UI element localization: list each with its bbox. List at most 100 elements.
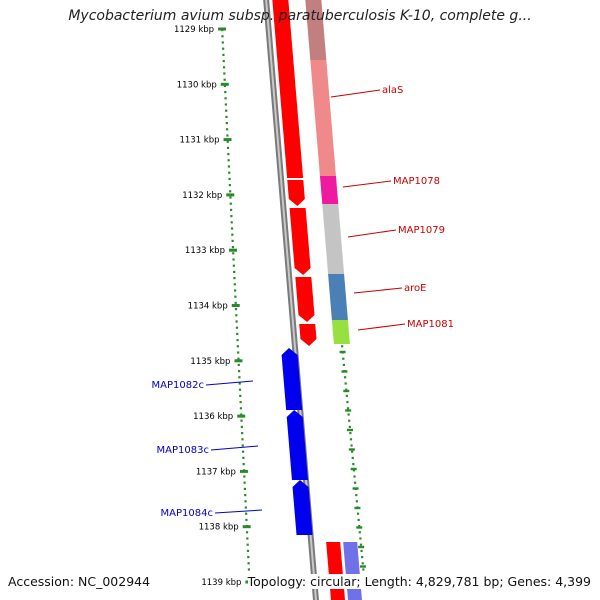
cog-block-upper[interactable] bbox=[305, 0, 327, 60]
cds-forward-alas[interactable] bbox=[272, 0, 304, 178]
ruler-dot bbox=[231, 239, 234, 242]
ruler-dot bbox=[352, 463, 355, 466]
ruler-dot bbox=[221, 41, 224, 44]
ruler-dot bbox=[242, 456, 245, 459]
gene-label-map1083c[interactable]: MAP1083c bbox=[157, 445, 209, 456]
ruler-dot bbox=[345, 394, 348, 397]
gene-label-map1079[interactable]: MAP1079 bbox=[398, 225, 445, 236]
gene-labels: alaS MAP1078 MAP1079 aroE MAP1081 MAP1082c MAP… bbox=[152, 85, 454, 519]
ruler-dot bbox=[222, 53, 225, 56]
ruler-dot bbox=[241, 432, 244, 435]
ruler-dot bbox=[231, 246, 235, 249]
ruler-dot bbox=[361, 562, 364, 565]
ruler-dot bbox=[349, 438, 353, 441]
ruler-dot bbox=[240, 425, 243, 428]
ruler-dot bbox=[226, 140, 229, 143]
ruler-dot bbox=[234, 301, 237, 304]
ruler-dot bbox=[358, 531, 361, 534]
ruler-dot bbox=[342, 363, 346, 366]
ruler-dot bbox=[232, 252, 235, 255]
ruler-dot bbox=[238, 382, 241, 385]
ruler-dot bbox=[243, 475, 246, 478]
ruler-dot bbox=[362, 568, 365, 571]
ruler-label: 1132 kbp bbox=[182, 191, 222, 201]
ruler-dot bbox=[225, 115, 228, 118]
forward-cds-track bbox=[272, 0, 345, 600]
ruler-dot bbox=[353, 481, 357, 484]
cds-forward-map1078[interactable] bbox=[287, 180, 305, 206]
ruler-labels: 1129 kbp 1130 kbp 1131 kbp 1132 kbp 1133 kbp… bbox=[174, 25, 241, 588]
ruler-dot bbox=[238, 376, 241, 379]
gene-label-map1082c[interactable]: MAP1082c bbox=[152, 380, 204, 391]
ruler-dot bbox=[351, 456, 354, 459]
ruler-dot bbox=[247, 556, 250, 559]
gene-label-map1084c[interactable]: MAP1084c bbox=[161, 508, 213, 519]
ruler-dot bbox=[239, 407, 243, 410]
ruler-dot bbox=[233, 289, 237, 292]
ruler-dot bbox=[247, 562, 250, 565]
ruler-dot bbox=[224, 91, 227, 94]
ruler-dot bbox=[230, 221, 233, 224]
ruler-dot bbox=[231, 233, 234, 236]
cog-block-map1081[interactable] bbox=[331, 320, 350, 344]
ruler-dot bbox=[229, 208, 233, 211]
cds-forward-aroe[interactable] bbox=[295, 277, 315, 322]
cds-reverse-map1082c[interactable] bbox=[281, 348, 303, 410]
cog-block-map1078[interactable] bbox=[319, 176, 339, 204]
label-connector bbox=[347, 229, 397, 238]
ruler-dot bbox=[357, 518, 360, 521]
gene-label-map1081[interactable]: MAP1081 bbox=[407, 319, 454, 330]
ruler-dot bbox=[343, 376, 347, 379]
ruler-dot bbox=[237, 357, 240, 360]
ruler-dot bbox=[233, 277, 236, 280]
cds-forward-map1081[interactable] bbox=[299, 324, 317, 346]
cog-block-aroe[interactable] bbox=[328, 274, 348, 320]
ruler-label: 1134 kbp bbox=[188, 302, 228, 312]
label-connector bbox=[205, 380, 254, 386]
ruler-dot bbox=[244, 494, 247, 497]
cds-reverse-map1084c[interactable] bbox=[292, 480, 313, 535]
ruler-dot bbox=[246, 549, 250, 552]
ruler-dot bbox=[360, 549, 363, 552]
map-title: Mycobacterium avium subsp. paratuberculo… bbox=[68, 8, 532, 24]
gene-label-alas[interactable]: alaS bbox=[382, 85, 403, 96]
cog-block-lower[interactable] bbox=[343, 542, 362, 600]
ruler-dot bbox=[227, 159, 230, 162]
cds-reverse-map1083c[interactable] bbox=[286, 410, 308, 480]
ruler-dot bbox=[236, 345, 239, 348]
ruler-dot bbox=[223, 84, 227, 87]
gene-label-aroe[interactable]: aroE bbox=[404, 283, 426, 294]
cog-track bbox=[305, 0, 362, 600]
ruler-dot bbox=[341, 345, 344, 348]
ruler-label: 1133 kbp bbox=[185, 246, 225, 256]
ruler-dot bbox=[247, 568, 250, 571]
ruler-dot bbox=[358, 525, 361, 528]
ruler-dot bbox=[234, 295, 237, 298]
cog-block-map1079[interactable] bbox=[322, 204, 345, 274]
ruler-dot bbox=[226, 134, 229, 137]
cog-block-alas[interactable] bbox=[305, 0, 336, 176]
ruler-dot bbox=[235, 314, 238, 317]
gene-label-map1078[interactable]: MAP1078 bbox=[393, 176, 440, 187]
ruler-dot bbox=[347, 413, 350, 416]
ruler-dot bbox=[342, 357, 345, 360]
ruler-dot bbox=[349, 432, 352, 435]
ruler-dot bbox=[356, 512, 360, 515]
ruler-label: 1129 kbp bbox=[174, 25, 214, 35]
cds-forward-next[interactable] bbox=[326, 542, 345, 600]
ruler-label: 1139 kbp bbox=[201, 578, 241, 588]
ruler-dot bbox=[226, 128, 229, 131]
ruler-dot bbox=[232, 264, 235, 267]
ruler-dot bbox=[226, 146, 230, 149]
ruler-dot bbox=[223, 72, 226, 75]
cds-forward-map1079[interactable] bbox=[289, 208, 311, 275]
label-connector bbox=[353, 287, 403, 294]
ruler-dot bbox=[223, 78, 226, 81]
ruler-dot bbox=[345, 388, 348, 391]
ruler-dot bbox=[227, 153, 230, 156]
ruler-dot bbox=[355, 494, 358, 497]
ruler-dot bbox=[239, 401, 242, 404]
ruler-label: 1130 kbp bbox=[177, 80, 217, 90]
ruler-dot bbox=[242, 463, 245, 466]
